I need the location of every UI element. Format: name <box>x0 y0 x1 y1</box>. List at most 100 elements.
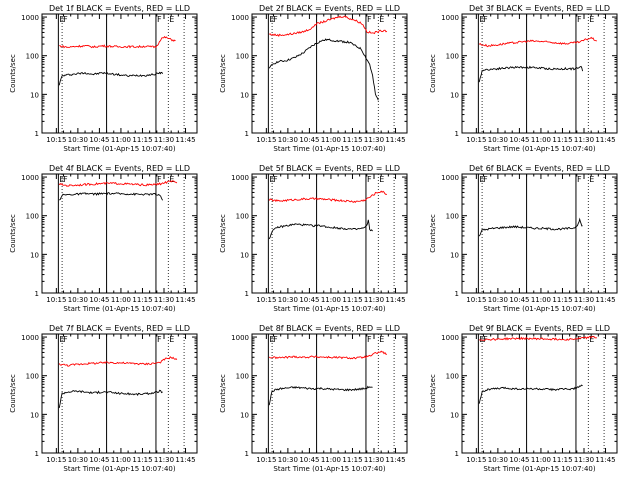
y-tick-label: 100 <box>236 53 249 61</box>
plot-frame <box>461 13 618 134</box>
x-tick-label: 10:45 <box>509 136 529 144</box>
y-axis-label: Counts/sec <box>9 374 17 413</box>
y-tick-label: 1000 <box>441 14 459 22</box>
y-axis-label: Counts/sec <box>429 374 437 413</box>
x-tick-label: 10:45 <box>509 456 529 464</box>
x-tick-label: 10:30 <box>488 136 508 144</box>
marker-label: F <box>577 175 582 184</box>
marker-label: E <box>59 175 64 184</box>
series-events <box>478 217 583 237</box>
marker-label: E <box>169 175 174 184</box>
y-tick-label: 1 <box>455 290 459 298</box>
series-events <box>478 384 583 404</box>
marker-label: E <box>269 175 274 184</box>
x-tick-label: 11:45 <box>385 456 405 464</box>
x-axis-label: Start Time (01-Apr-15 10:07:40) <box>273 145 385 153</box>
x-tick-label: 10:30 <box>68 296 88 304</box>
marker-label: F <box>157 335 162 344</box>
x-tick-label: 11:15 <box>552 296 572 304</box>
y-tick-label: 1000 <box>441 334 459 342</box>
x-tick-label: 11:45 <box>595 296 615 304</box>
series-events <box>58 192 163 201</box>
y-tick-label: 1000 <box>21 174 39 182</box>
x-tick-label: 11:15 <box>132 296 152 304</box>
y-tick-label: 1000 <box>231 14 249 22</box>
x-tick-label: 10:45 <box>299 296 319 304</box>
x-tick-label: 10:45 <box>89 136 109 144</box>
x-tick-label: 11:15 <box>132 456 152 464</box>
chart-title: Det 9f BLACK = Events, RED = LLD <box>469 324 610 333</box>
x-tick-label: 11:45 <box>175 456 195 464</box>
marker-label: F <box>273 15 278 24</box>
x-tick-label: 10:30 <box>488 456 508 464</box>
chart-det-3: Det 3f BLACK = Events, RED = LLD 1 10 100 10… <box>429 4 618 153</box>
marker-label: E <box>589 335 594 344</box>
x-tick-label: 10:45 <box>89 296 109 304</box>
marker-label: F <box>157 175 162 184</box>
x-tick-label: 11:45 <box>385 136 405 144</box>
x-tick-label: 11:30 <box>364 136 384 144</box>
x-tick-label: 10:45 <box>89 456 109 464</box>
y-tick-label: 10 <box>450 251 459 259</box>
x-tick-label: 11:30 <box>574 456 594 464</box>
marker-label: E <box>169 15 174 24</box>
y-axis-label: Counts/sec <box>9 214 17 253</box>
y-tick-label: 1000 <box>21 334 39 342</box>
series-events <box>268 38 379 101</box>
chart-title: Det 2f BLACK = Events, RED = LLD <box>259 4 400 13</box>
x-tick-label: 11:00 <box>321 136 341 144</box>
x-tick-label: 11:30 <box>364 456 384 464</box>
y-tick-label: 100 <box>26 373 39 381</box>
chart-det-7: Det 7f BLACK = Events, RED = LLD 1 10 100 10… <box>9 324 198 473</box>
marker-label: E <box>589 15 594 24</box>
series-events <box>58 389 163 409</box>
x-tick-label: 10:45 <box>509 296 529 304</box>
y-tick-label: 1 <box>455 130 459 138</box>
y-tick-label: 100 <box>236 213 249 221</box>
x-tick-label: 11:30 <box>154 296 174 304</box>
x-tick-label: 11:30 <box>154 456 174 464</box>
plot-frame <box>251 333 408 454</box>
x-tick-label: 11:45 <box>595 456 615 464</box>
x-tick-label: 11:15 <box>132 136 152 144</box>
x-tick-label: 11:45 <box>385 296 405 304</box>
marker-label: F <box>367 15 372 24</box>
chart-title: Det 7f BLACK = Events, RED = LLD <box>49 324 190 333</box>
y-tick-label: 1000 <box>441 174 459 182</box>
x-tick-label: 10:15 <box>466 136 486 144</box>
y-tick-label: 1000 <box>231 174 249 182</box>
y-tick-label: 1 <box>35 450 39 458</box>
y-axis-label: Counts/sec <box>9 54 17 93</box>
x-axis-label: Start Time (01-Apr-15 10:07:40) <box>273 305 385 313</box>
series-events <box>268 219 373 240</box>
x-tick-label: 11:45 <box>175 136 195 144</box>
y-tick-label: 100 <box>446 373 459 381</box>
y-tick-label: 1000 <box>231 334 249 342</box>
marker-label: F <box>273 175 278 184</box>
x-tick-label: 11:00 <box>321 456 341 464</box>
y-tick-label: 100 <box>446 53 459 61</box>
x-tick-label: 11:00 <box>321 296 341 304</box>
marker-label: F <box>483 15 488 24</box>
x-tick-label: 11:45 <box>175 296 195 304</box>
marker-label: E <box>269 335 274 344</box>
x-axis-label: Start Time (01-Apr-15 10:07:40) <box>63 465 175 473</box>
y-axis-label: Counts/sec <box>219 374 227 413</box>
plot-frame <box>41 333 198 454</box>
series-events <box>58 71 163 86</box>
chart-title: Det 6f BLACK = Events, RED = LLD <box>469 164 610 173</box>
series-lld <box>58 356 178 367</box>
y-tick-label: 1 <box>245 290 249 298</box>
x-tick-label: 10:30 <box>278 296 298 304</box>
y-tick-label: 100 <box>26 213 39 221</box>
y-tick-label: 10 <box>30 411 39 419</box>
y-tick-label: 10 <box>30 251 39 259</box>
plot-frame <box>461 333 618 454</box>
y-tick-label: 10 <box>240 411 249 419</box>
marker-label: F <box>577 15 582 24</box>
x-tick-label: 10:30 <box>278 136 298 144</box>
chart-det-4: Det 4f BLACK = Events, RED = LLD 1 10 100 10… <box>9 164 198 313</box>
marker-label: E <box>59 335 64 344</box>
plot-frame <box>461 173 618 294</box>
